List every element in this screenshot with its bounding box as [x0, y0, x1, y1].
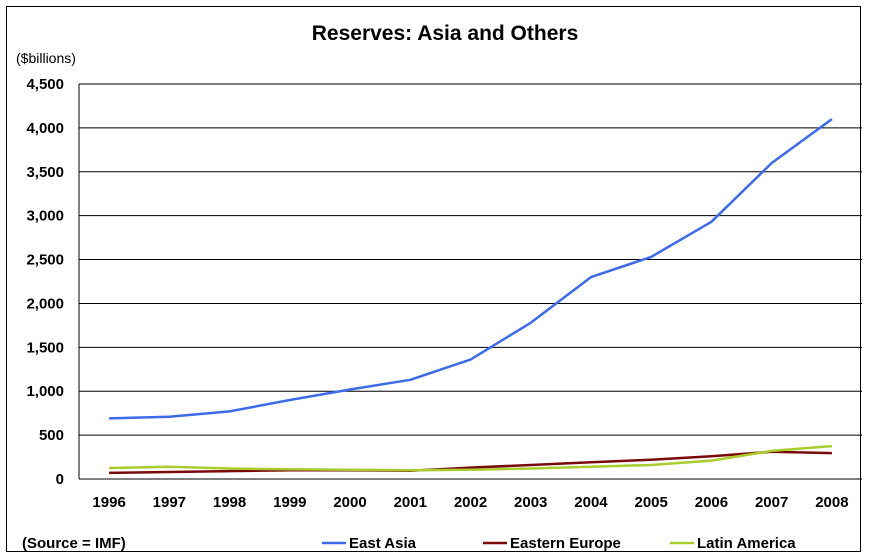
source-note: (Source = IMF)	[22, 535, 126, 552]
x-tick-label: 2005	[635, 494, 668, 511]
y-tick-label: 4,000	[26, 120, 64, 137]
y-axis-unit-label: ($billions)	[16, 50, 76, 66]
legend-item-east-asia: East Asia	[322, 535, 417, 552]
legend-label: East Asia	[349, 535, 417, 552]
y-tick-label: 4,500	[26, 76, 64, 93]
eastern-europe-series-line	[109, 450, 832, 475]
x-axis-ticks: 1996 1997 1998 1999 2000 2001 2002 2003 2004 2005…	[92, 494, 848, 511]
legend-label: Latin America	[697, 535, 796, 552]
y-tick-label: 3,000	[26, 208, 64, 225]
gridlines	[78, 83, 862, 480]
x-tick-label: 2002	[454, 494, 487, 511]
y-tick-label: 1,500	[26, 339, 64, 356]
y-axis-ticks: 0 500 1,000 1,500 2,000 2,500 3,000 3,500 4,000 4…	[26, 76, 64, 488]
chart-frame	[6, 6, 861, 552]
y-tick-label: 2,000	[26, 295, 64, 312]
legend-item-eastern-europe: Eastern Europe	[483, 535, 621, 552]
x-tick-label: 2006	[695, 494, 728, 511]
y-tick-label: 0	[56, 471, 64, 488]
chart-title: Reserves: Asia and Others	[312, 22, 579, 45]
y-tick-label: 500	[39, 427, 64, 444]
x-tick-label: 2004	[574, 494, 608, 511]
legend: East Asia Eastern Europe Latin America	[322, 535, 796, 552]
x-tick-label: 1998	[213, 494, 246, 511]
x-tick-label: 1996	[92, 494, 125, 511]
x-tick-label: 2007	[755, 494, 788, 511]
legend-item-latin-america: Latin America	[670, 535, 796, 552]
x-tick-label: 2008	[815, 494, 848, 511]
x-tick-label: 2000	[333, 494, 366, 511]
x-tick-label: 2001	[394, 494, 427, 511]
legend-label: Eastern Europe	[510, 535, 621, 552]
y-tick-label: 2,500	[26, 252, 64, 269]
y-tick-label: 3,500	[26, 164, 64, 181]
x-tick-label: 2003	[514, 494, 547, 511]
latin-america-series-line	[109, 444, 832, 472]
y-tick-label: 1,000	[26, 383, 64, 400]
east-asia-series-line	[109, 118, 833, 420]
series-lines	[109, 118, 833, 475]
x-tick-label: 1997	[153, 494, 186, 511]
x-tick-label: 1999	[273, 494, 306, 511]
